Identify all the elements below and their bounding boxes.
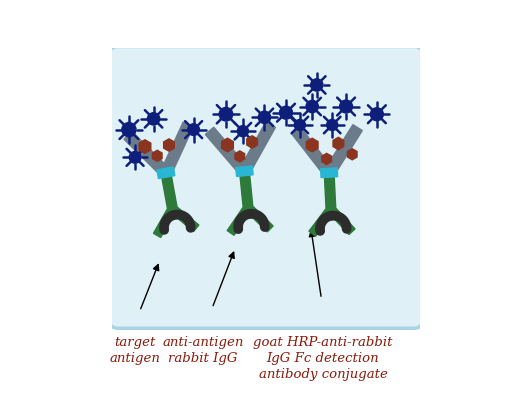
- Polygon shape: [324, 170, 336, 220]
- Polygon shape: [139, 140, 151, 153]
- Circle shape: [294, 120, 305, 130]
- Polygon shape: [241, 122, 276, 171]
- Circle shape: [326, 120, 338, 130]
- Circle shape: [339, 100, 352, 113]
- Polygon shape: [326, 125, 362, 173]
- Polygon shape: [306, 138, 318, 152]
- Circle shape: [147, 113, 160, 125]
- Circle shape: [219, 108, 233, 121]
- Circle shape: [188, 124, 199, 136]
- Polygon shape: [292, 127, 331, 174]
- Polygon shape: [227, 208, 250, 235]
- Polygon shape: [235, 151, 244, 162]
- Circle shape: [122, 122, 136, 137]
- Polygon shape: [239, 168, 254, 218]
- Text: goat HRP-anti-rabbit
IgG Fc detection
antibody conjugate: goat HRP-anti-rabbit IgG Fc detection an…: [253, 336, 393, 381]
- Circle shape: [129, 152, 141, 163]
- Circle shape: [237, 126, 249, 137]
- Polygon shape: [347, 149, 357, 160]
- Polygon shape: [222, 138, 234, 152]
- Polygon shape: [124, 131, 167, 174]
- Circle shape: [280, 106, 293, 119]
- Circle shape: [311, 79, 323, 91]
- Polygon shape: [247, 136, 257, 148]
- Polygon shape: [322, 153, 332, 164]
- Polygon shape: [309, 209, 332, 236]
- Text: anti-antigen
rabbit IgG: anti-antigen rabbit IgG: [162, 336, 243, 365]
- FancyBboxPatch shape: [109, 46, 423, 328]
- Circle shape: [371, 108, 384, 121]
- Polygon shape: [153, 150, 162, 161]
- Circle shape: [306, 100, 318, 113]
- Polygon shape: [321, 168, 338, 178]
- Polygon shape: [236, 166, 253, 176]
- Polygon shape: [163, 139, 174, 151]
- Polygon shape: [162, 122, 193, 172]
- Circle shape: [258, 111, 270, 124]
- Polygon shape: [154, 209, 174, 238]
- Polygon shape: [157, 167, 175, 178]
- Polygon shape: [333, 137, 344, 150]
- Polygon shape: [330, 208, 355, 234]
- Polygon shape: [160, 169, 179, 220]
- Text: target
antigen: target antigen: [110, 336, 160, 365]
- Polygon shape: [248, 207, 273, 232]
- Polygon shape: [206, 127, 247, 172]
- Polygon shape: [172, 207, 199, 232]
